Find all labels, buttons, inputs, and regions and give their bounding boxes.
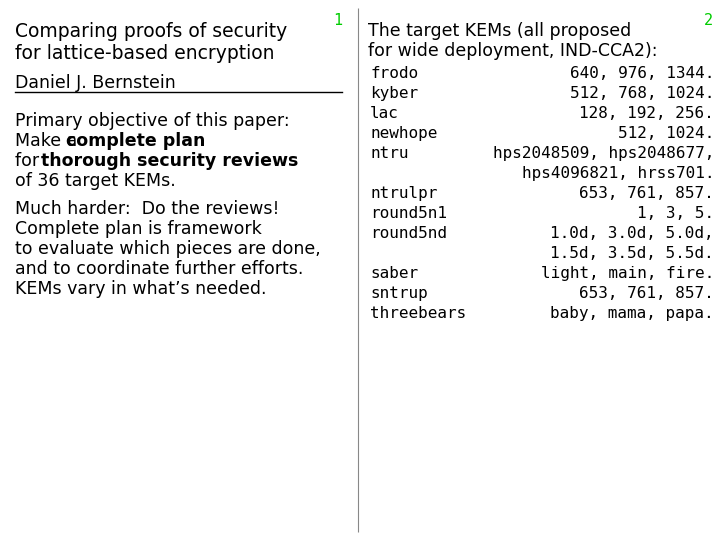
Text: saber: saber — [370, 266, 418, 281]
Text: and to coordinate further efforts.: and to coordinate further efforts. — [15, 260, 303, 278]
Text: KEMs vary in what’s needed.: KEMs vary in what’s needed. — [15, 280, 266, 298]
Text: light, main, fire.: light, main, fire. — [541, 266, 714, 281]
Text: hps4096821, hrss701.: hps4096821, hrss701. — [521, 166, 714, 181]
Text: thorough security reviews: thorough security reviews — [41, 152, 298, 170]
Text: Make a: Make a — [15, 132, 83, 150]
Text: round5n1: round5n1 — [370, 206, 447, 221]
Text: lac: lac — [370, 106, 399, 121]
Text: hps2048509, hps2048677,: hps2048509, hps2048677, — [492, 146, 714, 161]
Text: Complete plan is framework: Complete plan is framework — [15, 220, 262, 238]
Text: 653, 761, 857.: 653, 761, 857. — [580, 186, 714, 201]
Text: 512, 768, 1024.: 512, 768, 1024. — [570, 86, 714, 101]
Text: Much harder:  Do the reviews!: Much harder: Do the reviews! — [15, 200, 279, 218]
Text: 640, 976, 1344.: 640, 976, 1344. — [570, 66, 714, 81]
Text: baby, mama, papa.: baby, mama, papa. — [550, 306, 714, 321]
Text: 653, 761, 857.: 653, 761, 857. — [580, 286, 714, 301]
Text: for lattice-based encryption: for lattice-based encryption — [15, 44, 274, 63]
Text: for wide deployment, IND-CCA2):: for wide deployment, IND-CCA2): — [368, 42, 657, 60]
Text: ntrulpr: ntrulpr — [370, 186, 437, 201]
Text: sntrup: sntrup — [370, 286, 428, 301]
Text: 2: 2 — [703, 13, 713, 28]
Text: 1.5d, 3.5d, 5.5d.: 1.5d, 3.5d, 5.5d. — [550, 246, 714, 261]
Text: The target KEMs (all proposed: The target KEMs (all proposed — [368, 22, 631, 40]
Text: to evaluate which pieces are done,: to evaluate which pieces are done, — [15, 240, 320, 258]
Text: 1.0d, 3.0d, 5.0d,: 1.0d, 3.0d, 5.0d, — [550, 226, 714, 241]
Text: frodo: frodo — [370, 66, 418, 81]
Text: kyber: kyber — [370, 86, 418, 101]
Text: complete plan: complete plan — [66, 132, 205, 150]
Text: newhope: newhope — [370, 126, 437, 141]
Text: threebears: threebears — [370, 306, 467, 321]
Text: 1: 1 — [333, 13, 343, 28]
Text: 512, 1024.: 512, 1024. — [618, 126, 714, 141]
Text: round5nd: round5nd — [370, 226, 447, 241]
Text: ntru: ntru — [370, 146, 408, 161]
Text: 1, 3, 5.: 1, 3, 5. — [637, 206, 714, 221]
Text: Daniel J. Bernstein: Daniel J. Bernstein — [15, 74, 176, 92]
Text: Primary objective of this paper:: Primary objective of this paper: — [15, 112, 289, 130]
Text: Comparing proofs of security: Comparing proofs of security — [15, 22, 287, 41]
Text: for: for — [15, 152, 45, 170]
Text: of 36 target KEMs.: of 36 target KEMs. — [15, 172, 176, 190]
Text: 128, 192, 256.: 128, 192, 256. — [580, 106, 714, 121]
